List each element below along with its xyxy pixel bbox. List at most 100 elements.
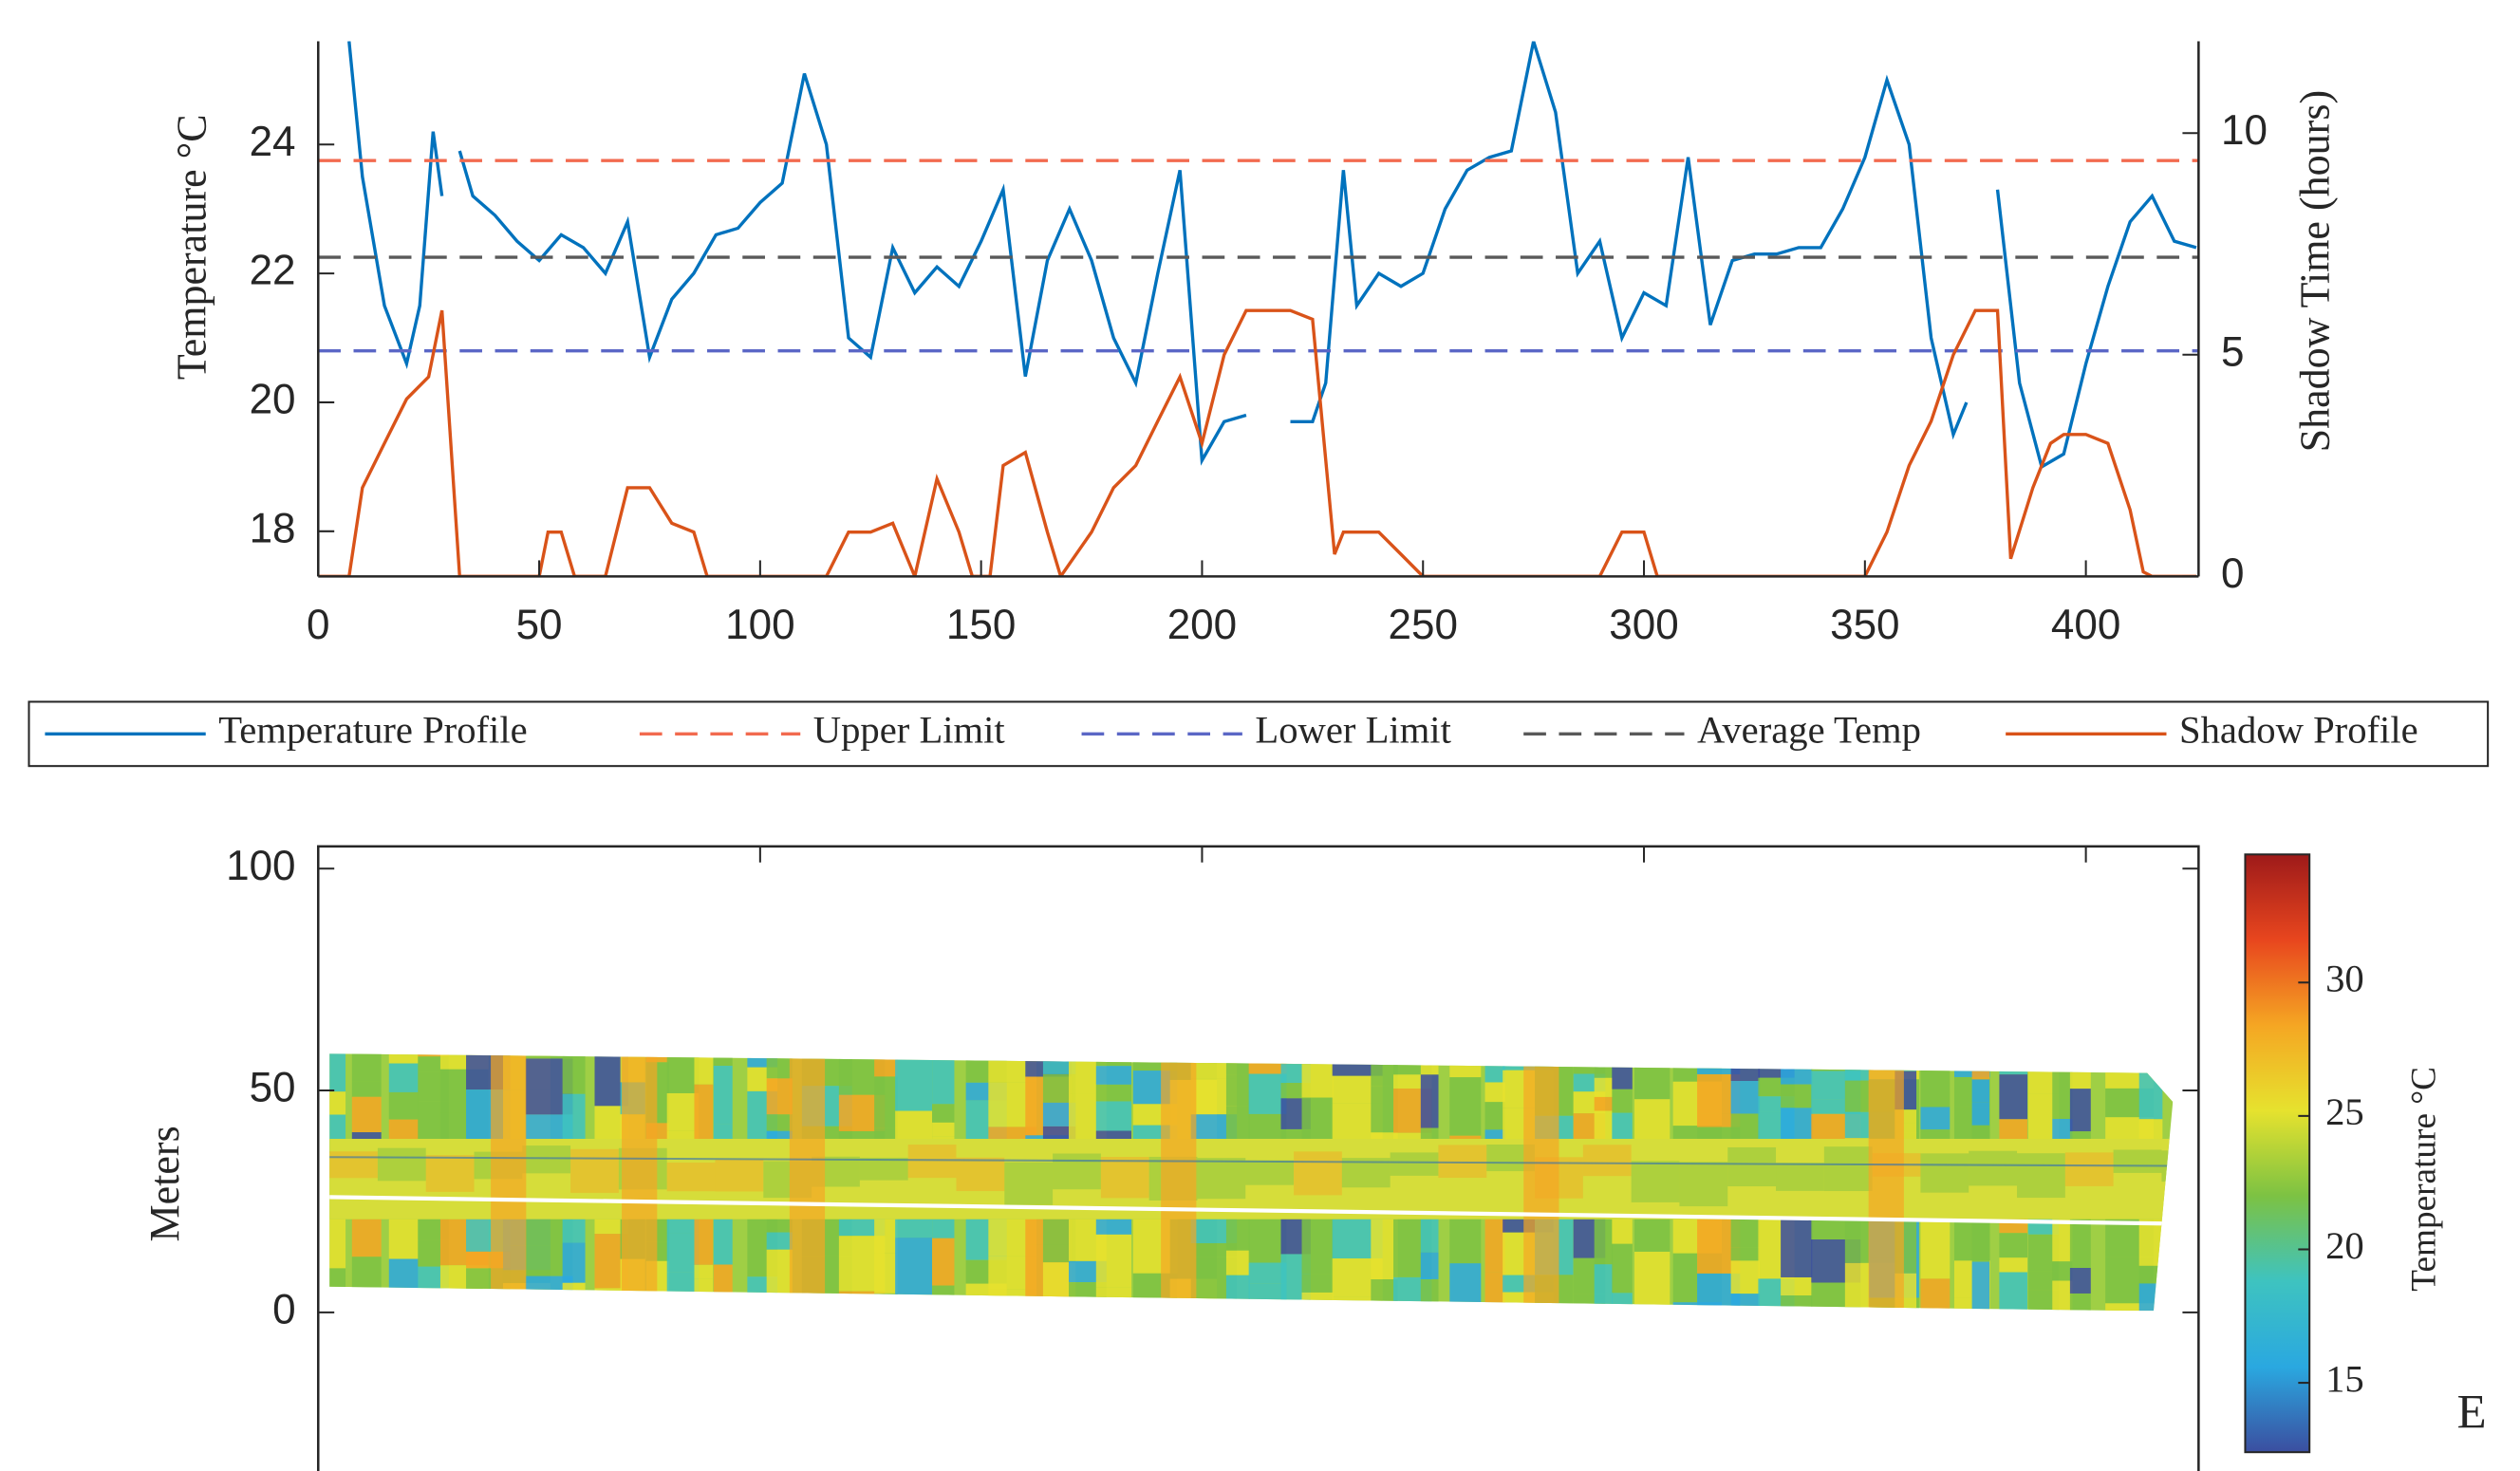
heatmap-road-patch xyxy=(1053,1153,1101,1190)
heatmap-patch xyxy=(1971,1079,1990,1103)
heatmap-patch xyxy=(874,1253,898,1294)
series-line xyxy=(318,308,2196,577)
x-tick-label: 200 xyxy=(1167,602,1237,648)
heatmap-patch xyxy=(766,1219,793,1233)
colorbar xyxy=(2244,853,2311,1454)
heatmap-patch xyxy=(1484,1082,1505,1103)
heatmap-patch xyxy=(1485,1322,1505,1338)
heatmap-patch xyxy=(1043,1314,1075,1351)
heatmap-patch xyxy=(838,1219,886,1237)
heatmap-patch xyxy=(645,1053,670,1063)
heatmap-patch xyxy=(1225,1219,1250,1251)
heatmap-image xyxy=(329,1034,2174,1354)
heatmap-patch xyxy=(1672,1302,1722,1312)
heatmap-patch xyxy=(1449,1077,1482,1136)
heatmap-patch xyxy=(1730,1053,1761,1081)
heatmap-patch xyxy=(351,1257,382,1303)
heatmap-patch xyxy=(1811,1034,1860,1051)
heatmap-patch xyxy=(713,1066,733,1125)
heatmap-patch xyxy=(1920,1107,1951,1130)
heatmap-road-patch xyxy=(1969,1150,2018,1186)
heatmap-patch xyxy=(1280,1307,1311,1312)
heatmap-patch xyxy=(932,1238,955,1286)
heatmap-patch xyxy=(1920,1219,1951,1279)
heatmap-patch xyxy=(1999,1233,2028,1258)
heatmap-patch xyxy=(2138,1283,2163,1312)
heatmap-road-patch xyxy=(1920,1153,1969,1193)
heatmap-patch xyxy=(1535,1304,1574,1312)
heatmap-patch xyxy=(1697,1113,1741,1127)
heatmap-patch xyxy=(1953,1053,1990,1077)
heatmap-patch xyxy=(1332,1061,1383,1076)
heatmap-road-patch xyxy=(1100,1157,1149,1199)
legend-label: Temperature Profile xyxy=(218,709,527,752)
heatmap-patch xyxy=(1420,1053,1439,1075)
heatmap-patch xyxy=(1920,1278,1951,1312)
heatmap-patch xyxy=(351,1081,382,1097)
heatmap-patch xyxy=(2052,1261,2073,1281)
heatmap-patch xyxy=(1301,1056,1334,1098)
heatmap-patch xyxy=(988,1034,1036,1050)
heatmap-patch xyxy=(351,1096,382,1133)
heatmap-patch xyxy=(1248,1262,1287,1284)
heatmap-road-patch xyxy=(666,1163,716,1192)
heatmap-patch xyxy=(562,1282,586,1312)
heatmap-patch xyxy=(1999,1074,2028,1120)
heatmap-patch xyxy=(439,1296,489,1312)
y-tick-label: 20 xyxy=(250,377,296,423)
heatmap-patch xyxy=(838,1291,886,1312)
heatmap-patch xyxy=(1612,1089,1633,1113)
y-axis-label: Temperature °C xyxy=(169,114,215,380)
heatmap-patch xyxy=(1781,1084,1813,1108)
heatmap-patch xyxy=(1594,1053,1614,1078)
heatmap-patch xyxy=(1449,1053,1482,1078)
heatmap-patch xyxy=(1301,1219,1334,1275)
heatmap-patch xyxy=(1730,1080,1761,1114)
heatmap-patch xyxy=(1594,1264,1614,1312)
heatmap-patch xyxy=(713,1264,733,1300)
legend-label: Lower Limit xyxy=(1255,709,1451,752)
road-edge xyxy=(329,1156,2174,1167)
y-axis-label: Meters xyxy=(141,1126,188,1241)
heatmap-patch xyxy=(1845,1315,1895,1354)
heatmap-patch xyxy=(1730,1260,1761,1294)
heatmap-patch xyxy=(388,1258,419,1312)
heatmap-patch xyxy=(1484,1219,1505,1273)
colorbar-tick-label: 25 xyxy=(2325,1090,2364,1133)
heatmap-patch xyxy=(466,1292,511,1312)
heatmap-patch xyxy=(932,1104,955,1123)
heatmap-patch xyxy=(1612,1243,1633,1294)
heatmap-patch xyxy=(2052,1071,2073,1119)
heatmap-patch xyxy=(1535,1053,1574,1055)
heatmap-patch xyxy=(1248,1053,1287,1074)
heatmap-patch xyxy=(1190,1309,1238,1312)
heatmap-patch xyxy=(502,1307,551,1312)
heatmap-road-patch xyxy=(1197,1158,1246,1200)
heatmap-patch xyxy=(1190,1242,1238,1257)
heatmap-patch xyxy=(713,1124,733,1144)
heatmap-patch xyxy=(694,1278,714,1312)
heatmap-patch xyxy=(1225,1074,1250,1107)
heatmap-patch xyxy=(2138,1265,2163,1284)
heatmap-patch xyxy=(1920,1053,1951,1067)
heatmap-patch xyxy=(1612,1219,1633,1244)
heatmap-patch xyxy=(666,1272,700,1312)
heatmap-patch xyxy=(1095,1084,1132,1102)
heatmap-patch xyxy=(351,1053,382,1082)
heatmap-patch xyxy=(1420,1074,1439,1128)
heatmap-patch xyxy=(766,1114,793,1131)
heatmap-patch xyxy=(1484,1102,1505,1130)
heatmap-patch xyxy=(594,1219,628,1235)
heatmap-patch xyxy=(874,1058,898,1077)
heatmap-patch xyxy=(2052,1055,2073,1071)
heatmap-patch xyxy=(351,1219,382,1257)
heatmap-patch xyxy=(562,1219,586,1243)
x-tick-label: 50 xyxy=(516,602,563,648)
heatmap-patch xyxy=(1371,1086,1398,1133)
heatmap-patch xyxy=(1371,1219,1398,1280)
heatmap-patch xyxy=(766,1307,793,1312)
heatmap-patch xyxy=(388,1219,419,1259)
colorbar-tick-label: 20 xyxy=(2325,1224,2364,1267)
heatmap-patch xyxy=(594,1288,628,1312)
heatmap-patch xyxy=(1811,1053,1861,1071)
